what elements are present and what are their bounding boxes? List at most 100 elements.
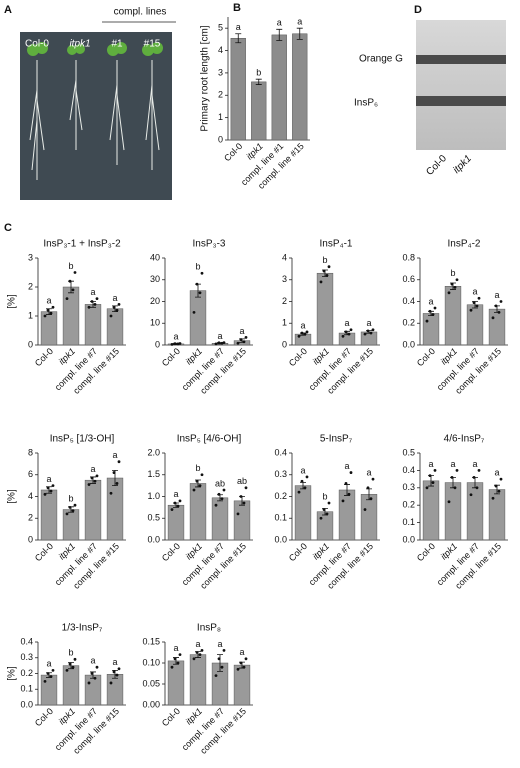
y-tick-label: 10 — [150, 318, 160, 328]
data-point — [115, 308, 119, 312]
data-point — [93, 676, 97, 680]
data-point — [494, 484, 498, 488]
significance-letter: a — [300, 320, 305, 330]
data-point — [95, 665, 99, 669]
chart-title: InsP₈ — [197, 623, 221, 634]
bar — [444, 482, 462, 541]
x-tick-label: Col-0 — [415, 541, 437, 563]
error-bar — [255, 78, 262, 85]
group-label: compl. lines — [114, 7, 167, 18]
significance-letter: a — [239, 326, 244, 336]
significance-letter: a — [90, 464, 95, 474]
y-tick-label: 20 — [150, 296, 160, 306]
data-point — [303, 332, 307, 336]
significance-letter: a — [428, 296, 433, 306]
data-point — [195, 479, 199, 483]
y-axis-label: [%] — [7, 666, 18, 681]
significance-letter: a — [46, 659, 51, 669]
data-point — [71, 509, 75, 513]
chart-title: InsP₄-1 — [320, 239, 353, 250]
bar — [488, 308, 506, 346]
significance-letter: a — [428, 459, 433, 469]
data-point — [319, 280, 323, 284]
data-point — [93, 479, 97, 483]
significance-letter: b — [68, 648, 73, 658]
bar — [233, 500, 251, 541]
chart-title: 4/6-InsP₇ — [444, 434, 485, 445]
y-tick-label: 1 — [282, 318, 287, 328]
data-point — [200, 271, 204, 275]
y-tick-label: 0.05 — [142, 678, 160, 688]
data-point — [65, 512, 69, 516]
data-point — [71, 665, 75, 669]
y-axis-label: Primary root length [cm] — [200, 25, 211, 131]
data-point — [325, 274, 329, 277]
y-tick-label: 0.5 — [402, 447, 415, 457]
data-point — [341, 334, 345, 338]
error-bar — [217, 654, 223, 672]
data-point — [192, 657, 196, 661]
bar — [422, 313, 440, 346]
significance-letter: b — [195, 262, 200, 272]
bar — [466, 304, 484, 346]
gel-band — [416, 96, 506, 106]
y-tick-label: 30 — [150, 274, 160, 284]
y-tick-label: 0.0 — [147, 534, 160, 544]
data-point — [327, 265, 331, 269]
chart-title: 5-InsP₇ — [320, 434, 353, 445]
data-point — [43, 679, 47, 683]
significance-letter: b — [322, 491, 327, 501]
y-tick-label: 3 — [218, 67, 223, 77]
bar — [84, 304, 102, 346]
y-tick-label: 0.0 — [402, 534, 415, 544]
data-point — [341, 499, 345, 503]
significance-letter: b — [195, 463, 200, 473]
bar — [360, 494, 378, 541]
data-point — [344, 482, 348, 485]
significance-letter: a — [297, 17, 302, 27]
data-point — [236, 341, 240, 345]
data-point — [491, 496, 495, 500]
data-point — [349, 471, 353, 474]
data-point — [453, 486, 457, 490]
data-point — [305, 330, 309, 334]
lane-label: Col-0 — [424, 153, 449, 178]
data-point — [366, 486, 370, 490]
data-point — [87, 483, 91, 486]
y-tick-label: 2 — [218, 90, 223, 100]
y-tick-label: 3 — [28, 252, 33, 262]
significance-letter: a — [344, 461, 349, 471]
bar — [106, 308, 124, 346]
y-tick-label: 0.2 — [402, 500, 415, 510]
x-tick-label: Col-0 — [33, 541, 55, 563]
bar — [466, 482, 484, 541]
y-tick-label: 0.1 — [20, 684, 33, 694]
data-point — [214, 674, 218, 677]
bar — [106, 477, 124, 541]
x-tick-label: Col-0 — [160, 541, 182, 563]
data-point — [455, 469, 459, 472]
data-point — [322, 508, 326, 511]
y-tick-label: 0.10 — [142, 657, 160, 667]
data-point — [242, 665, 246, 669]
significance-letter: a — [217, 639, 222, 649]
seedlings — [29, 60, 160, 180]
data-point — [49, 675, 53, 679]
significance-letter: b — [68, 261, 73, 271]
data-point — [195, 651, 199, 654]
bar — [316, 272, 334, 346]
data-point — [173, 657, 177, 661]
significance-letter: a — [494, 467, 499, 477]
y-tick-label: 0.4 — [274, 447, 287, 457]
data-point — [46, 308, 50, 312]
data-point — [242, 501, 246, 505]
bar — [488, 489, 506, 541]
significance-letter: a — [236, 22, 241, 32]
data-point — [112, 670, 116, 674]
data-point — [43, 314, 47, 318]
significance-letter: a — [494, 290, 499, 300]
y-tick-label: 6 — [28, 469, 33, 479]
data-point — [95, 297, 99, 300]
significance-letter: a — [450, 459, 455, 469]
data-point — [242, 340, 246, 344]
